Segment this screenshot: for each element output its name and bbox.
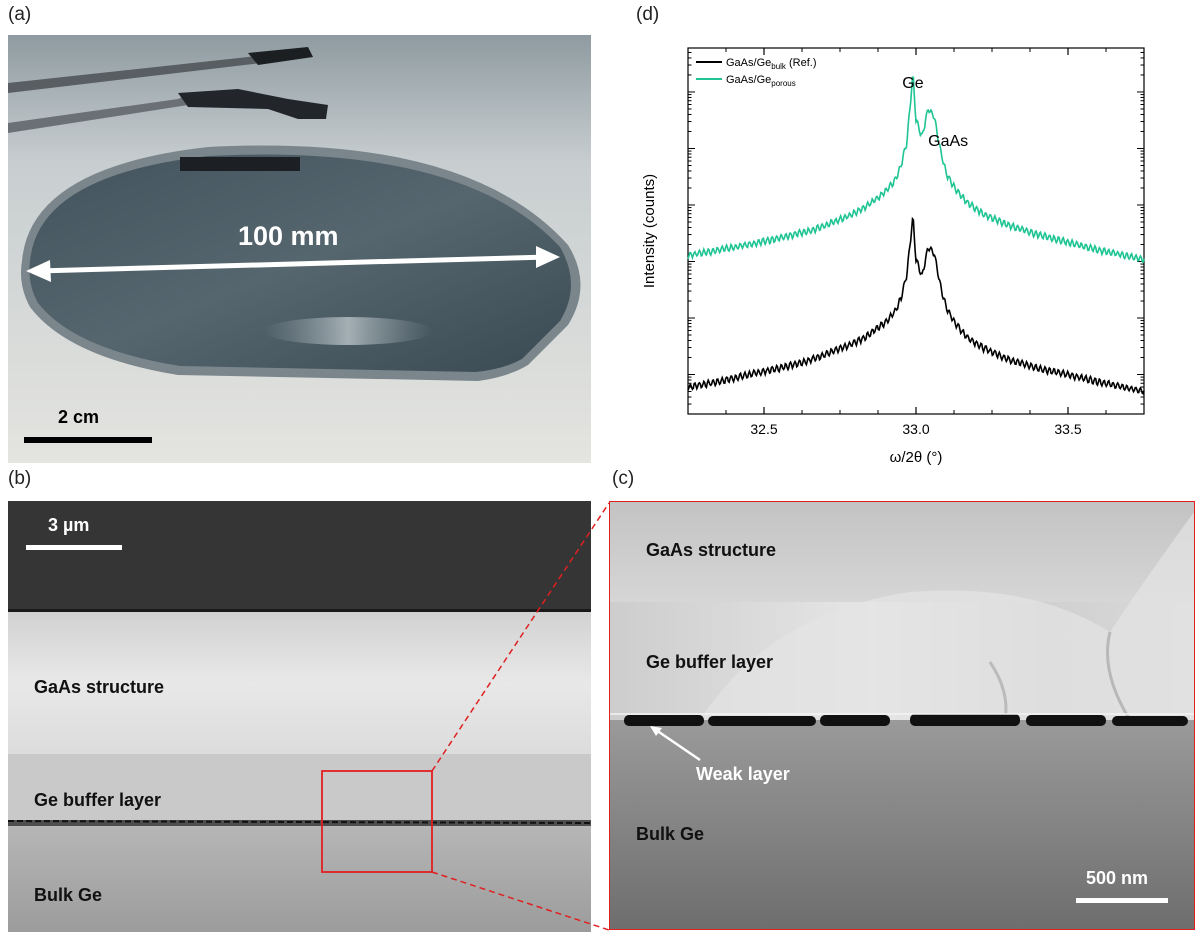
zoom-layer-label-bulk-ge: Bulk Ge [636,824,705,844]
series-line-0 [687,216,1145,396]
sem-cross-section-graphic [8,501,591,932]
zoom-layer-label-gaas: GaAs structure [646,540,777,560]
x-axis-label: ω/2θ (°) [890,449,943,466]
panel-d-label: (d) [636,4,660,25]
wafer-photo-graphic [8,35,591,463]
weak-layer-arrow [655,728,701,762]
sem-zoom-scale-bar [1076,898,1168,903]
chart-legend: GaAs/Gebulk (Ref.) GaAs/Geporous [696,57,817,88]
series-line-1 [687,76,1145,264]
wafer-photo: 100 mm 2 cm [8,35,591,463]
photo-scale-bar [24,437,152,443]
peak-label-ge: Ge [902,75,923,92]
panel-b-label: (b) [8,468,32,489]
x-tick-label: 33.0 [902,421,929,437]
sem-scale-bar [26,545,122,550]
plot-frame [687,47,1145,415]
peak-label-gaas: GaAs [928,133,968,150]
xrd-chart: 32.5 33.0 33.5 ω/2θ (°) Intensity (counts)… [641,47,1145,466]
zoom-region-box [321,770,433,873]
sem-zoom-scale-bar-label: 500 nm [1086,868,1149,888]
layer-label-ge-buffer: Ge buffer layer [34,790,162,810]
sem-cross-section: 3 µm GaAs structure Ge buffer layer Bulk… [8,501,591,932]
wafer-diameter-label: 100 mm [238,221,339,251]
wafer-diameter-arrow [37,254,549,274]
zoom-layer-label-ge-buffer: Ge buffer layer [646,652,774,672]
legend-entry: GaAs/Geporous [726,74,796,88]
legend-entry: GaAs/Gebulk (Ref.) [726,57,817,71]
sem-zoom: GaAs structure Ge buffer layer Weak laye… [609,501,1195,930]
x-tick-label: 32.5 [750,421,777,437]
layer-label-bulk-ge: Bulk Ge [34,885,103,905]
layer-label-gaas: GaAs structure [34,677,165,697]
x-tick-label: 33.5 [1054,421,1081,437]
panel-c-label: (c) [612,468,635,489]
sem-zoom-graphic [610,502,1194,929]
photo-scale-bar-label: 2 cm [58,407,100,427]
weak-layer-label: Weak layer [696,764,790,784]
panel-a-label: (a) [8,4,32,25]
y-axis-label: Intensity (counts) [641,174,658,288]
sem-scale-bar-label: 3 µm [48,515,90,535]
